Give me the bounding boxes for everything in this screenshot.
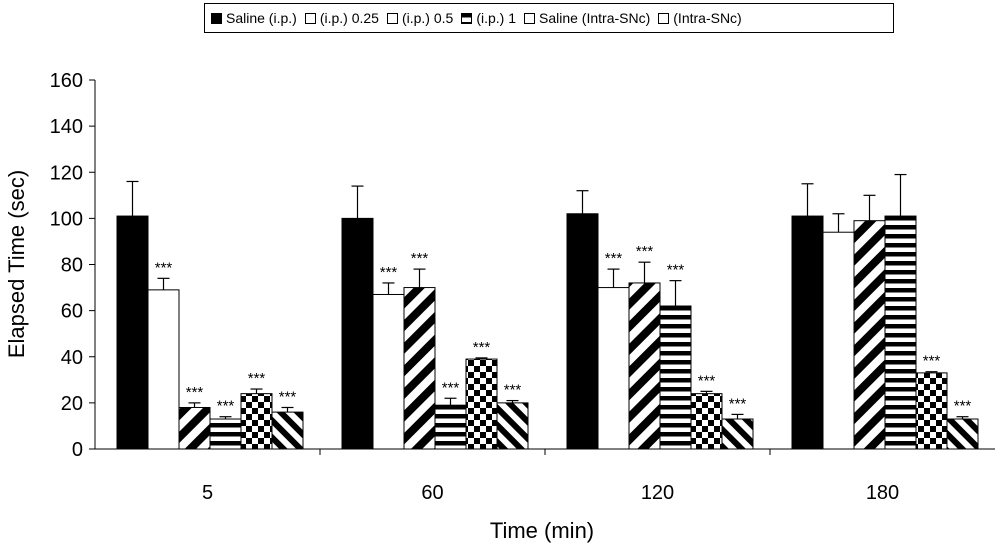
legend-swatch-rect (658, 12, 670, 24)
bar (791, 215, 824, 450)
legend-label: (i.p.) 0.25 (319, 10, 379, 26)
bar (209, 418, 242, 450)
legend-item: (i.p.) 0.5 (386, 10, 454, 26)
bar (116, 215, 149, 450)
legend-swatch (461, 12, 473, 24)
legend-swatch-rect (386, 12, 398, 24)
significance-label: *** (473, 339, 491, 356)
y-tick-label: 40 (61, 347, 83, 369)
bar (147, 289, 180, 450)
legend-swatch-rect (304, 12, 316, 24)
legend-swatch-rect (211, 12, 222, 24)
bar (178, 406, 211, 450)
legend-swatch (658, 12, 670, 24)
legend-label: (i.p.) 0.5 (401, 10, 454, 26)
bar (721, 418, 754, 450)
x-tick-label: 5 (202, 482, 213, 504)
bar (372, 293, 405, 450)
legend-label: (i.p.) 1 (476, 10, 516, 26)
bar (884, 215, 917, 450)
legend-swatch-rect (524, 12, 535, 24)
significance-label: *** (442, 379, 460, 396)
y-tick-label: 0 (72, 439, 83, 461)
significance-label: *** (155, 259, 173, 276)
bar (822, 231, 855, 450)
bar (946, 418, 979, 450)
legend-swatch (211, 12, 222, 24)
legend-swatch (386, 12, 398, 24)
y-tick-label: 160 (50, 70, 83, 92)
bar (240, 393, 273, 450)
significance-label: *** (279, 388, 297, 405)
bar (341, 217, 374, 450)
legend-label: (Intra-SNc) (673, 10, 742, 26)
bar (403, 287, 436, 450)
significance-label: *** (217, 398, 235, 415)
legend-swatch (304, 12, 316, 24)
legend-swatch (524, 12, 535, 24)
x-tick-label: 60 (421, 482, 443, 504)
significance-label: *** (380, 264, 398, 281)
legend-item: (i.p.) 1 (461, 10, 516, 26)
y-axis-title: Elapsed Time (sec) (4, 170, 29, 358)
bars (116, 173, 979, 450)
significance-label: *** (504, 382, 522, 399)
significance-label: *** (605, 250, 623, 267)
legend: Saline (i.p.) (i.p.) 0.25 (i.p.) 0.5 (i.p.)… (204, 3, 894, 33)
significance-label: *** (729, 395, 747, 412)
bar (465, 358, 498, 450)
bar (659, 305, 692, 450)
x-tick-label: 120 (641, 482, 674, 504)
legend-item: (Intra-SNc) (658, 10, 742, 26)
bar (496, 402, 529, 450)
significance-label: *** (636, 243, 654, 260)
significance-label: *** (248, 370, 266, 387)
y-tick-label: 100 (50, 208, 83, 230)
bar (915, 372, 948, 450)
bar (566, 213, 599, 450)
bar (628, 282, 661, 450)
bar (271, 411, 304, 450)
y-tick-label: 80 (61, 255, 83, 277)
bar (853, 220, 886, 450)
bar (690, 393, 723, 450)
x-tick-label: 180 (866, 482, 899, 504)
legend-item: Saline (Intra-SNc) (524, 10, 650, 26)
significance-label: *** (186, 384, 204, 401)
legend-label: Saline (i.p.) (226, 10, 297, 26)
significance-label: *** (411, 250, 429, 267)
significance-label: *** (698, 372, 716, 389)
y-tick-label: 120 (50, 162, 83, 184)
bar (434, 404, 467, 450)
y-tick-label: 20 (61, 393, 83, 415)
legend-item: Saline (i.p.) (211, 10, 297, 26)
bar (597, 287, 630, 450)
x-axis-title: Time (min) (490, 518, 594, 543)
legend-label: Saline (Intra-SNc) (539, 10, 651, 26)
legend-swatch-rect (461, 12, 473, 24)
legend-item: (i.p.) 0.25 (304, 10, 379, 26)
significance-label: *** (954, 398, 972, 415)
y-tick-label: 60 (61, 301, 83, 323)
significance-label: *** (923, 353, 941, 370)
significance-label: *** (667, 262, 685, 279)
labels: 0 20 40 60 80 100 120 140 160 5 *** *** *** *** *** 60 *… (50, 70, 972, 504)
y-tick-label: 140 (50, 116, 83, 138)
